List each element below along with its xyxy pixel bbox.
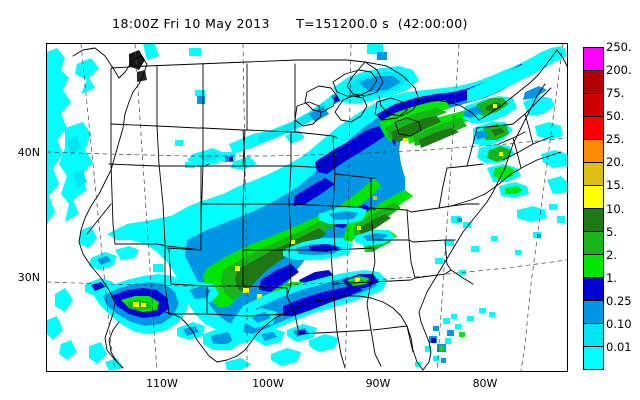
colorbar-swatch-1 — [584, 71, 603, 94]
colorbar-swatch-10 — [584, 278, 603, 301]
colorbar-label-8: 5. — [606, 224, 617, 239]
figure-title: 18:00Z Fri 10 May 2013 T=151200.0 s (42:… — [112, 16, 468, 31]
colorbar-label-11: 0.25 — [606, 293, 632, 308]
lon-tick-110w: 110W — [146, 377, 178, 390]
colorbar-swatch-12 — [584, 324, 603, 347]
colorbar-swatch-7 — [584, 209, 603, 232]
colorbar-swatch-2 — [584, 94, 603, 117]
colorbar-label-6: 15. — [606, 178, 625, 193]
colorbar-label-3: 50. — [606, 109, 625, 124]
colorbar-swatch-5 — [584, 163, 603, 186]
colorbar-swatch-11 — [584, 301, 603, 324]
colorbar-swatch-3 — [584, 117, 603, 140]
colorbar-swatch-0 — [584, 48, 603, 71]
colorbar-label-12: 0.10 — [606, 316, 632, 331]
colorbar-swatch-9 — [584, 255, 603, 278]
colorbar-tick-labels: 250. 200. 75. 50. 25. 20. 15. 10. 5. 2. 1. 0.25 0.10… — [606, 40, 640, 376]
colorbar-swatch-6 — [584, 186, 603, 209]
colorbar-label-9: 2. — [606, 247, 617, 262]
colorbar-label-10: 1. — [606, 270, 617, 285]
precip-southern-plains — [85, 246, 243, 350]
colorbar-label-5: 20. — [606, 155, 625, 170]
lon-tick-90w: 90W — [365, 377, 391, 390]
map-plot-area — [46, 43, 568, 372]
colorbar-label-13: 0.01 — [606, 339, 632, 354]
map-canvas — [47, 44, 567, 371]
colorbar-swatch-4 — [584, 140, 603, 163]
colorbar-swatch-8 — [584, 232, 603, 255]
colorbar-label-2: 75. — [606, 86, 625, 101]
lat-tick-30n: 30N — [17, 271, 40, 284]
precipitation-field — [47, 44, 567, 371]
colorbar-label-7: 10. — [606, 201, 625, 216]
precip-northeast — [463, 48, 567, 222]
colorbar-label-1: 200. — [606, 63, 632, 78]
colorbar-label-4: 25. — [606, 132, 625, 147]
lat-tick-40n: 40N — [17, 146, 40, 159]
colorbar-label-0: 250. — [606, 40, 632, 54]
map-boundaries — [47, 44, 567, 371]
precip-northern-plains — [187, 90, 347, 170]
lon-tick-100w: 100W — [252, 377, 284, 390]
colorbar-swatch-13 — [584, 347, 603, 369]
precip-pacific-northwest — [47, 44, 159, 371]
precipitation-colorbar — [583, 47, 604, 370]
precip-florida — [415, 308, 495, 367]
lon-tick-80w: 80W — [472, 377, 498, 390]
